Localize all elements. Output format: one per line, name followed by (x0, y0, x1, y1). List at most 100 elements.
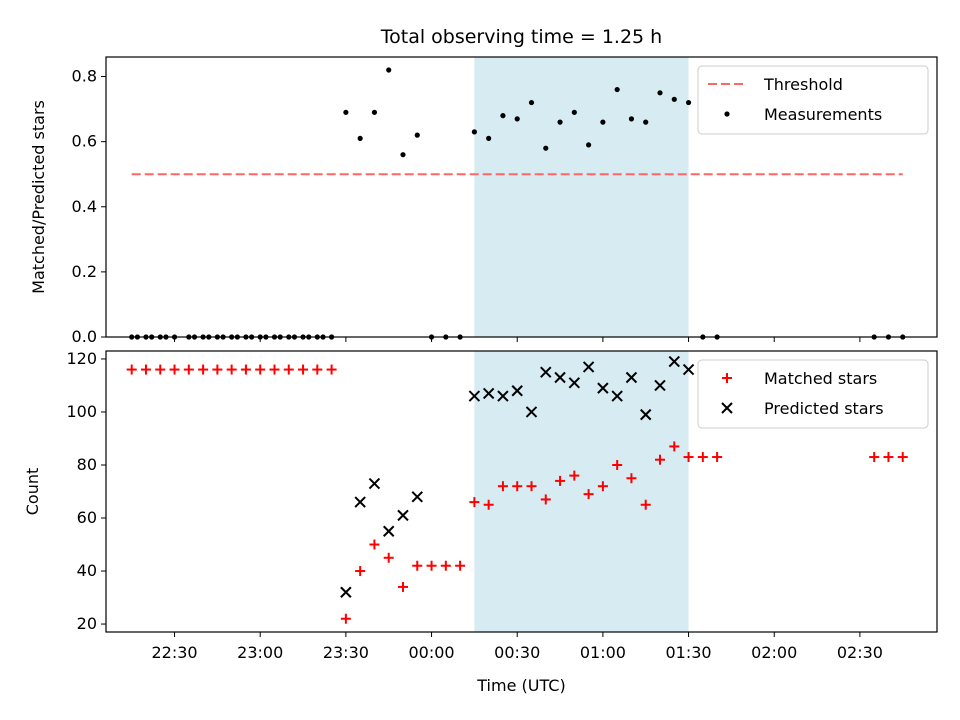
measurement-point (528, 99, 535, 106)
matched-stars-point (183, 364, 194, 375)
x-tick-label: 23:30 (323, 643, 369, 662)
matched-stars-point (397, 581, 408, 592)
predicted-stars-point (383, 525, 395, 537)
observing-window-span (474, 57, 689, 337)
measurement-point (486, 135, 492, 141)
measurement-point (343, 109, 349, 115)
matched-stars-point (312, 364, 323, 375)
y-tick-label: 0.0 (72, 327, 97, 346)
x-tick-label: 02:30 (837, 643, 883, 662)
x-tick-label: 02:00 (751, 643, 797, 662)
predicted-stars-point (482, 387, 495, 400)
predicted-stars-point (511, 385, 523, 397)
y-tick-label: 120 (66, 349, 97, 368)
matched-stars-point (483, 499, 494, 510)
predicted-stars-point (640, 408, 652, 421)
y-tick-label: 0.4 (72, 197, 97, 216)
matched-stars-point (412, 560, 423, 571)
legend-label: Predicted stars (764, 399, 884, 418)
x-tick-label: 00:00 (408, 643, 454, 662)
measurement-point (557, 119, 563, 125)
measurement-point (657, 90, 663, 96)
y-tick-label: 40 (77, 561, 97, 580)
matched-stars-point (640, 499, 651, 510)
x-tick-label: 22:30 (151, 643, 197, 662)
x-tick-label: 00:30 (494, 643, 540, 662)
y-tick-label: 0.2 (72, 262, 97, 281)
matched-stars-point (126, 364, 137, 375)
matched-stars-point (669, 441, 680, 452)
measurement-point (357, 135, 363, 141)
matched-stars-point (269, 364, 280, 375)
series-matched-stars (126, 364, 908, 624)
legend-box (697, 65, 929, 135)
measurement-point (685, 99, 692, 106)
x-tick-label: 01:00 (580, 643, 626, 662)
predicted-stars-point (354, 496, 366, 508)
predicted-stars-point (582, 361, 595, 373)
predicted-stars-point (540, 366, 552, 378)
legend-label: Matched stars (764, 369, 877, 388)
matched-stars-point (355, 566, 366, 577)
x-tick-label: 23:00 (237, 643, 283, 662)
legend-item: Measurements (724, 105, 882, 124)
matched-stars-point (140, 364, 151, 375)
legend: Matched stars Predicted stars (697, 359, 929, 429)
axes-frame (105, 350, 938, 633)
matched-stars-point (440, 560, 451, 571)
observing-window-span (474, 351, 689, 632)
matched-stars-point (626, 473, 637, 484)
matched-stars-point (712, 452, 723, 463)
predicted-stars-point (525, 406, 538, 418)
matched-stars-point (298, 364, 309, 375)
predicted-stars-point (368, 477, 381, 490)
legend-box (697, 359, 929, 429)
predicted-stars-point (654, 379, 666, 392)
matched-stars-point (469, 497, 480, 508)
series-predicted-stars (340, 355, 695, 598)
matched-stars-point (526, 481, 537, 492)
matched-stars-point (169, 364, 180, 375)
matched-stars-point (655, 454, 665, 465)
matched-stars-point (283, 364, 294, 375)
y-axis-label: Matched/Predicted stars (29, 100, 48, 294)
measurement-point (386, 67, 392, 73)
matched-stars-point (198, 364, 209, 375)
matched-stars-point (212, 364, 223, 375)
measurement-point (571, 109, 577, 115)
matched-stars-point (683, 452, 694, 463)
chart-title: Total observing time = 1.25 h (380, 26, 662, 48)
legend: Threshold Measurements (697, 65, 929, 135)
matched-stars-point (383, 552, 394, 563)
legend-item: Matched stars (722, 369, 877, 388)
predicted-stars-point (468, 390, 481, 402)
matched-stars-point (512, 481, 523, 492)
matched-stars-point (869, 452, 880, 463)
measurement-point (671, 96, 677, 102)
matched-stars-point (340, 613, 351, 624)
predicted-stars-point (597, 382, 609, 394)
matched-stars-point (540, 494, 551, 505)
y-tick-label: 20 (77, 614, 97, 633)
predicted-stars-point (668, 355, 680, 368)
predicted-stars-point (611, 390, 623, 402)
measurement-point (400, 152, 406, 158)
legend-item: Threshold (708, 75, 843, 94)
measurement-point (586, 142, 592, 148)
measurement-point (514, 116, 520, 122)
measurement-point (500, 113, 506, 119)
measurement-point (600, 119, 606, 125)
x-tick-label: 01:30 (666, 643, 712, 662)
matched-stars-point (612, 459, 623, 470)
matched-stars-point (369, 539, 380, 550)
measurement-point (471, 129, 477, 135)
y-tick-label: 60 (77, 508, 97, 527)
legend-measurement-swatch (724, 111, 730, 117)
measurement-point (414, 132, 420, 138)
y-tick-label: 100 (66, 402, 97, 421)
predicted-stars-point (625, 371, 638, 384)
matched-stars-point (155, 364, 166, 375)
matched-stars-point (455, 560, 466, 571)
measurement-point (614, 86, 620, 93)
